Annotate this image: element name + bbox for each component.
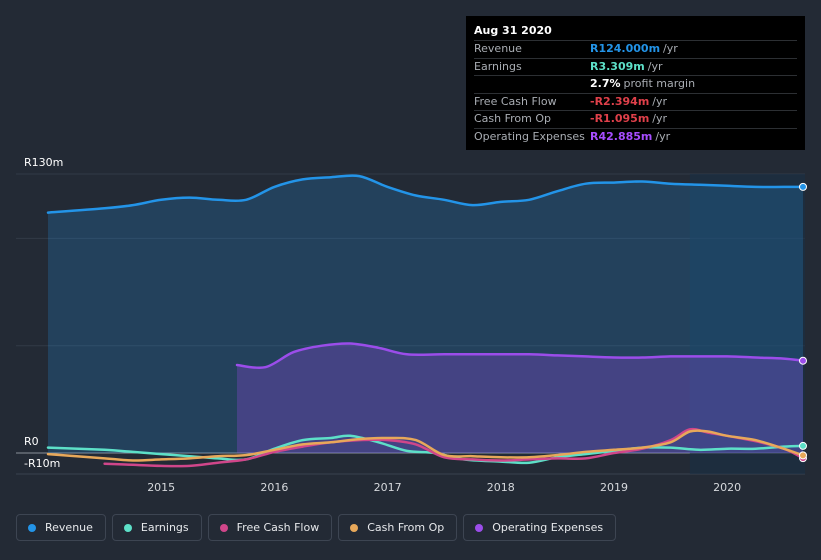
tooltip-rows: Revenue R124.000m/yr Earnings R3.309m/yr 2.7… bbox=[474, 41, 797, 146]
tooltip-row: Free Cash Flow -R2.394m/yr bbox=[474, 94, 797, 112]
tooltip-row-unit: /yr bbox=[652, 94, 668, 108]
legend-dot-icon bbox=[123, 523, 132, 532]
legend-label: Free Cash Flow bbox=[236, 521, 320, 534]
chart-legend: Revenue Earnings Free Cash Flow Cash From O… bbox=[16, 514, 617, 541]
x-tick-label: 2017 bbox=[374, 481, 402, 494]
tooltip-row-value: 2.7% bbox=[590, 77, 621, 91]
legend-item-earnings[interactable]: Earnings bbox=[111, 514, 202, 541]
series-end-dots bbox=[799, 182, 807, 463]
tooltip-row-label: Earnings bbox=[474, 59, 522, 73]
tooltip-row: Earnings R3.309m/yr bbox=[474, 59, 797, 77]
tooltip-row-unit: /yr bbox=[652, 112, 668, 126]
tooltip-row-label: Free Cash Flow bbox=[474, 94, 557, 108]
tooltip-row-label bbox=[474, 76, 590, 93]
legend-label: Earnings bbox=[140, 521, 189, 534]
x-tick-label: 2020 bbox=[713, 481, 741, 494]
tooltip-row-label: Revenue bbox=[474, 42, 522, 55]
tooltip-row-unit: /yr bbox=[655, 129, 671, 143]
legend-dot-icon bbox=[219, 523, 228, 532]
data-tooltip: Aug 31 2020 Revenue R124.000m/yr Earnings R… bbox=[466, 16, 805, 150]
tooltip-row: Operating Expenses R42.885m/yr bbox=[474, 129, 797, 146]
highlight-band bbox=[689, 174, 805, 474]
tooltip-date: Aug 31 2020 bbox=[474, 23, 797, 41]
x-tick-label: 2015 bbox=[147, 481, 175, 494]
tooltip-row-unit: /yr bbox=[663, 42, 678, 55]
legend-dot-icon bbox=[350, 523, 359, 532]
legend-item-operating-expenses[interactable]: Operating Expenses bbox=[463, 514, 617, 541]
tooltip-row-value: R42.885m bbox=[590, 129, 653, 143]
tooltip-row: Revenue R124.000m/yr bbox=[474, 41, 797, 59]
x-tick-label: 2019 bbox=[600, 481, 628, 494]
series-areas bbox=[48, 175, 803, 453]
end-dot-earnings bbox=[799, 441, 807, 450]
legend-item-free-cash-flow[interactable]: Free Cash Flow bbox=[207, 514, 333, 541]
tooltip-row-value: -R1.095m bbox=[590, 112, 650, 126]
tooltip-row-label: Operating Expenses bbox=[474, 129, 585, 143]
y-axis-top-label: R130m bbox=[24, 156, 64, 169]
end-dot-operating-expenses bbox=[799, 356, 807, 365]
area-operating-expenses bbox=[237, 343, 803, 453]
line-cash-from-op bbox=[46, 429, 805, 462]
chart-plot[interactable]: 2015 2016 2017 2018 2019 2020 bbox=[0, 0, 821, 505]
tooltip-row-unit: /yr bbox=[647, 59, 663, 73]
tooltip-row-value: -R2.394m bbox=[590, 94, 650, 108]
y-axis-zero-label: R0 bbox=[24, 435, 39, 448]
y-axis-bottom-label: -R10m bbox=[24, 457, 61, 470]
legend-label: Cash From Op bbox=[367, 521, 445, 534]
legend-item-revenue[interactable]: Revenue bbox=[16, 514, 106, 541]
series-lines bbox=[46, 174, 805, 468]
legend-item-cash-from-op[interactable]: Cash From Op bbox=[338, 514, 458, 541]
line-operating-expenses bbox=[235, 342, 805, 370]
x-axis-ticks: 2015 2016 2017 2018 2019 2020 bbox=[147, 481, 741, 494]
x-tick-label: 2016 bbox=[260, 481, 288, 494]
area-revenue bbox=[48, 175, 803, 453]
line-revenue bbox=[46, 174, 805, 214]
end-dot-cash-from-op bbox=[799, 451, 807, 460]
tooltip-row-unit: profit margin bbox=[623, 77, 696, 91]
legend-label: Revenue bbox=[45, 521, 93, 534]
x-tick-label: 2018 bbox=[487, 481, 515, 494]
end-dot-revenue bbox=[799, 182, 807, 191]
legend-dot-icon bbox=[475, 523, 484, 532]
tooltip-row-value: R3.309m bbox=[590, 59, 645, 73]
tooltip-row-label: Cash From Op bbox=[474, 112, 552, 126]
legend-dot-icon bbox=[28, 523, 36, 532]
tooltip-row: 2.7% profit margin bbox=[474, 76, 797, 94]
legend-label: Operating Expenses bbox=[492, 521, 604, 534]
tooltip-row: Cash From Op -R1.095m/yr bbox=[474, 111, 797, 129]
tooltip-row-value: R124.000m bbox=[590, 42, 661, 55]
